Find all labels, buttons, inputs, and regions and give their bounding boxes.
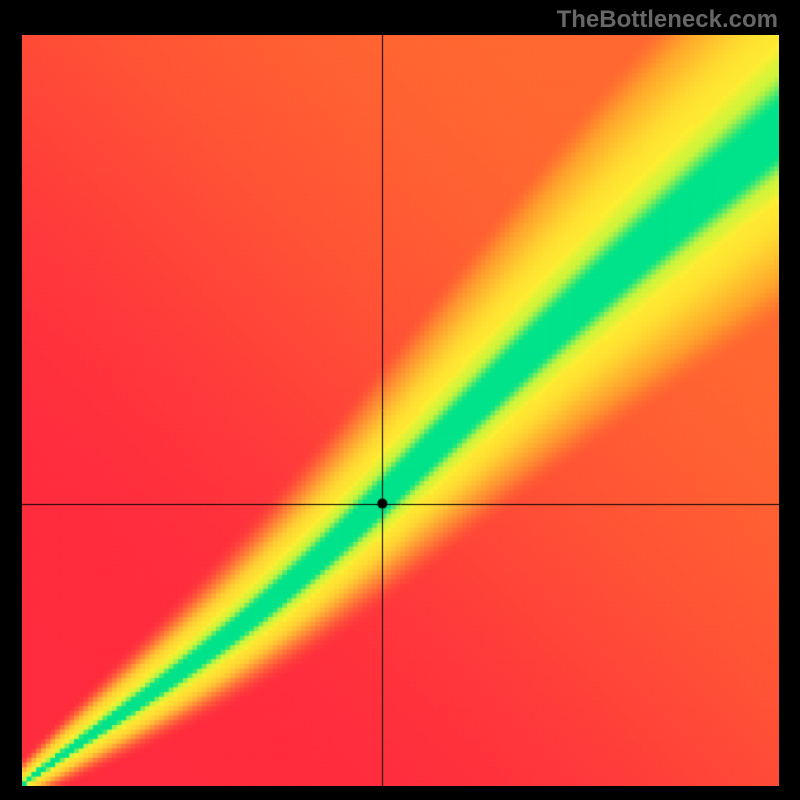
heatmap-plot	[22, 35, 779, 786]
watermark-text: TheBottleneck.com	[557, 6, 778, 34]
frame: TheBottleneck.com	[0, 0, 800, 800]
heatmap-canvas	[22, 35, 779, 786]
